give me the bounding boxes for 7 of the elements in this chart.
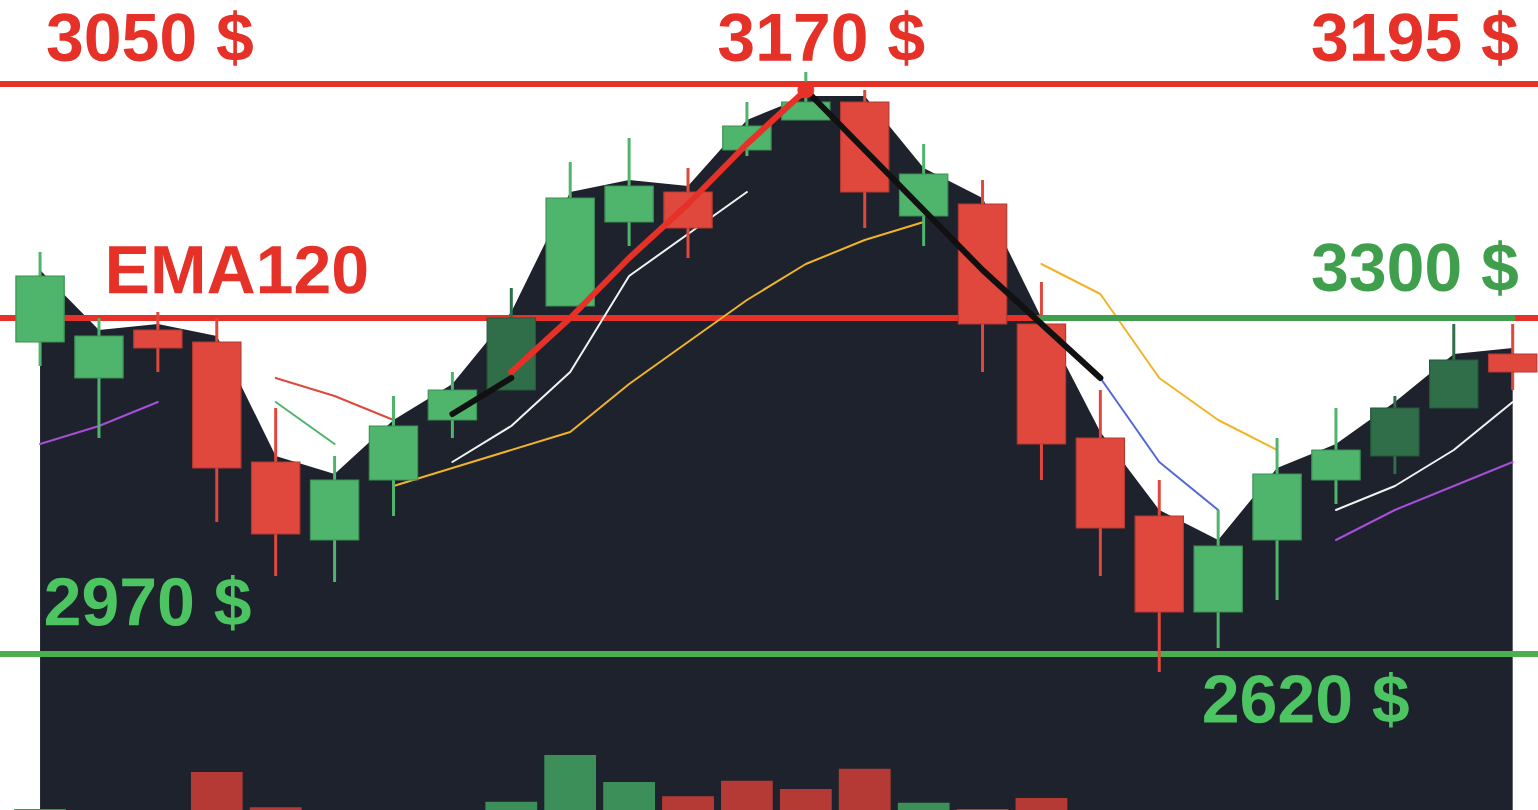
text: 3195 $ — [1312, 10, 1518, 66]
text: 2620 $ — [1204, 672, 1409, 728]
annotation: EMA120 — [109, 245, 367, 294]
annotation: 3300 $ — [1312, 240, 1518, 296]
text: 3170 $ — [718, 10, 925, 66]
text: 3050 $ — [47, 10, 253, 66]
annotation: 2970 $ — [46, 574, 251, 631]
